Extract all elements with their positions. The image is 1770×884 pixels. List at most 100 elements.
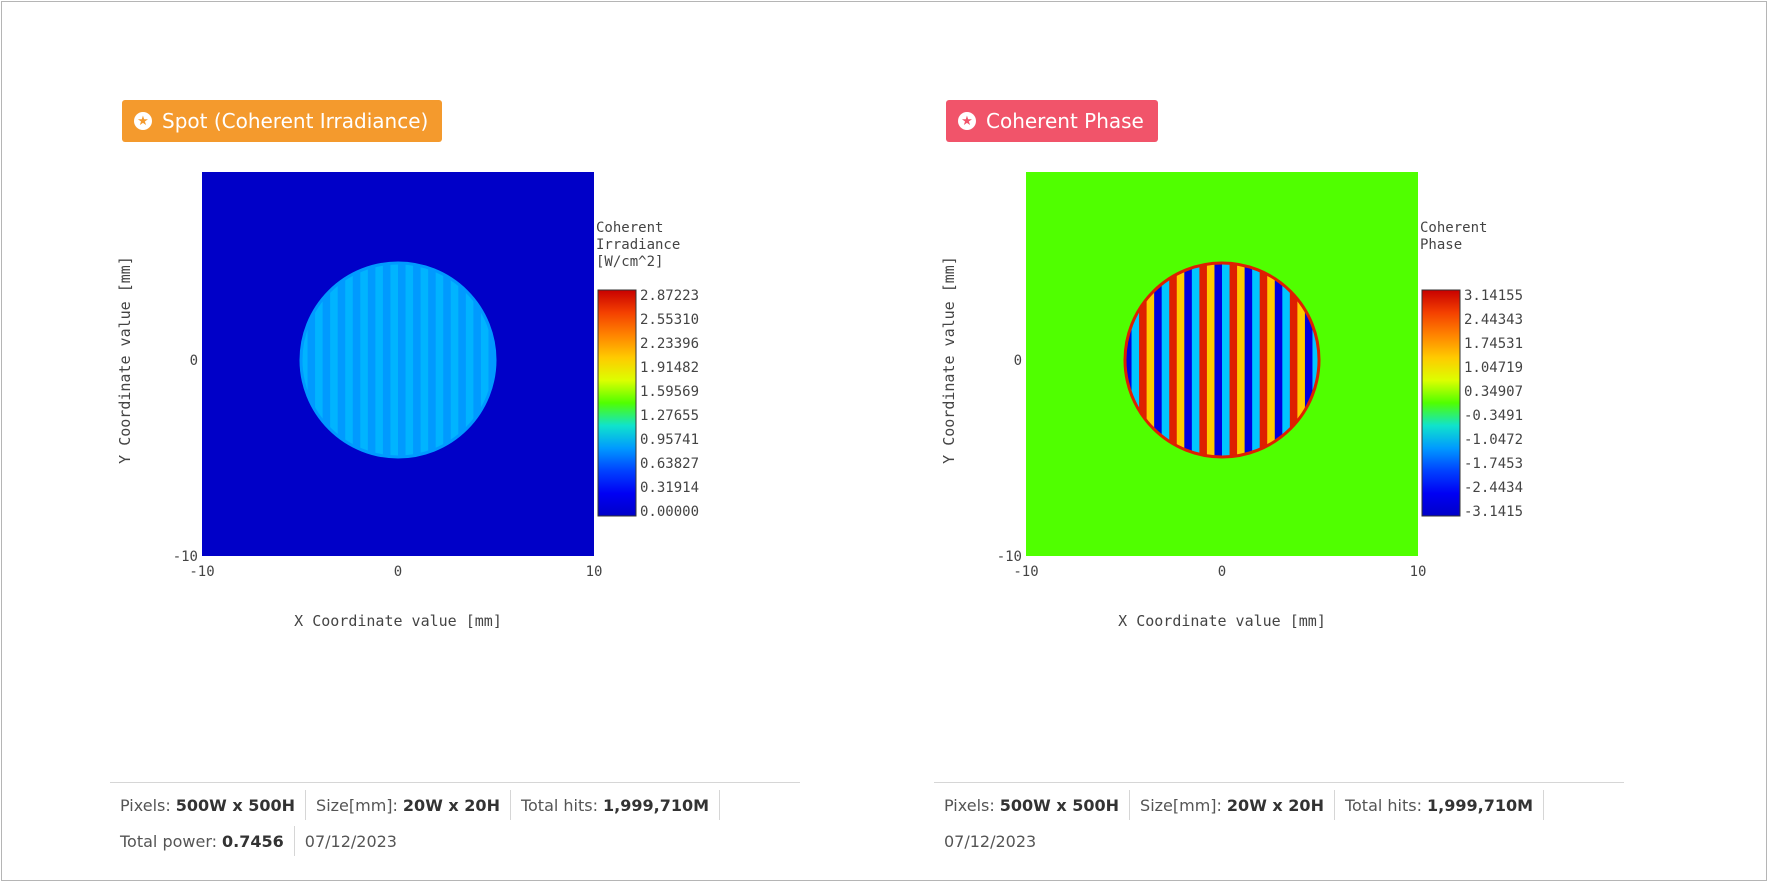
fringe-band [1214, 262, 1223, 458]
colorbar-tick-label: 1.59569 [640, 384, 699, 400]
phase-heatmap-chart[interactable]: 10 0 -10 -10 0 10 Y Coordinate value [mm] X … [934, 172, 1634, 732]
fringe-band [337, 262, 346, 458]
fringe-band [1131, 262, 1140, 458]
x-tick-label: 0 [1218, 564, 1226, 580]
fringe-band [375, 262, 384, 458]
colorbar-tick-label: 1.27655 [640, 408, 699, 424]
fringe-band [382, 262, 391, 458]
irradiance-heatmap-chart[interactable]: 10 0 -10 -10 0 10 Y Coordinate value [mm] X … [110, 172, 810, 732]
date-info: 07/12/2023 [934, 826, 1046, 856]
y-tick-label: 10 [1005, 172, 1022, 173]
fringe-band [488, 262, 496, 458]
size-label: Size[mm]: [1140, 795, 1222, 815]
colorbar-title-line: [W/cm^2] [596, 254, 663, 270]
colorbar-tick-label: 2.55310 [640, 312, 699, 328]
pixels-value: 500W x 500H [175, 795, 296, 815]
colorbar-tick-label: 1.91482 [640, 360, 699, 376]
irradiance-tab-label: Spot (Coherent Irradiance) [162, 109, 429, 133]
fringe-band [1312, 262, 1320, 458]
phase-tab-label: Coherent Phase [986, 109, 1144, 133]
colorbar-tick-label: -2.4434 [1464, 480, 1523, 496]
fringe-band [1199, 262, 1208, 458]
fringe-band [435, 262, 444, 458]
colorbar-tick-label: 0.63827 [640, 456, 699, 472]
colorbar-tick-label: -0.3491 [1464, 408, 1523, 424]
pixels-value: 500W x 500H [999, 795, 1120, 815]
fringe-band [1252, 262, 1261, 458]
size-value: 20W x 20H [402, 795, 500, 815]
fringe-band [345, 262, 354, 458]
fringe-band [1176, 262, 1185, 458]
fringe-band [1169, 262, 1178, 458]
size-info: Size[mm]: 20W x 20H [1130, 790, 1335, 820]
fringe-band [1289, 262, 1298, 458]
colorbar-tick-label: 0.95741 [640, 432, 699, 448]
fringe-band [480, 262, 489, 458]
fringe-group [300, 262, 496, 458]
colorbar-tick-label: -1.0472 [1464, 432, 1523, 448]
fringe-band [315, 262, 324, 458]
hits-label: Total hits: [520, 795, 598, 815]
fringe-band [450, 262, 459, 458]
irradiance-panel: ★ Spot (Coherent Irradiance) 10 0 -10 -10 0… [110, 2, 810, 882]
x-tick-label: 10 [586, 564, 603, 580]
date-value: 07/12/2023 [304, 831, 397, 851]
x-tick-label: -10 [189, 564, 214, 580]
hits-label: Total hits: [1344, 795, 1422, 815]
y-tick-label: 0 [190, 353, 198, 369]
fringe-band [367, 262, 376, 458]
colorbar-tick-label: 2.44343 [1464, 312, 1523, 328]
colorbar [1421, 289, 1461, 517]
colorbar [597, 289, 637, 517]
fringe-band [413, 262, 422, 458]
colorbar-tick-labels: 3.14155 2.44343 1.74531 1.04719 0.34907 -0.34… [1464, 288, 1523, 520]
star-circle-icon: ★ [958, 112, 976, 130]
pixels-label: Pixels: [120, 795, 171, 815]
fringe-band [1139, 262, 1148, 458]
colorbar-title-line: Coherent [1420, 220, 1487, 236]
colorbar-tick-label: -1.7453 [1464, 456, 1523, 472]
y-tick-labels: 10 0 -10 [997, 172, 1022, 565]
fringe-band [1154, 262, 1163, 458]
x-axis-title: X Coordinate value [mm] [1118, 612, 1326, 630]
fringe-band [473, 262, 482, 458]
y-tick-label: -10 [997, 549, 1022, 565]
fringe-band [428, 262, 437, 458]
colorbar-tick-label: 1.74531 [1464, 336, 1523, 352]
pixels-label: Pixels: [944, 795, 995, 815]
colorbar-tick-label: 0.00000 [640, 504, 699, 520]
colorbar-title-line: Phase [1420, 237, 1462, 253]
power-label: Total power: [120, 831, 218, 851]
fringe-band [307, 262, 316, 458]
star-circle-icon: ★ [134, 112, 152, 130]
fringe-group [1124, 262, 1320, 458]
fringe-band [1124, 262, 1133, 458]
x-axis-title: X Coordinate value [mm] [294, 612, 502, 630]
colorbar-tick-label: 2.23396 [640, 336, 699, 352]
phase-tab-button[interactable]: ★ Coherent Phase [946, 100, 1158, 142]
colorbar-tick-label: -3.1415 [1464, 504, 1523, 520]
size-label: Size[mm]: [316, 795, 398, 815]
fringe-band [1161, 262, 1170, 458]
y-tick-label: -10 [173, 549, 198, 565]
hits-value: 1,999,710M [603, 795, 710, 815]
colorbar-tick-label: 0.34907 [1464, 384, 1523, 400]
pixels-info: Pixels: 500W x 500H [110, 790, 307, 820]
x-tick-label: 10 [1410, 564, 1427, 580]
y-axis-title: Y Coordinate value [mm] [116, 256, 134, 464]
power-value: 0.7456 [222, 831, 284, 851]
fringe-band [390, 262, 399, 458]
fringe-band [1244, 262, 1253, 458]
colorbar-tick-label: 0.31914 [640, 480, 699, 496]
fringe-band [1184, 262, 1193, 458]
colorbar-tick-labels: 2.87223 2.55310 2.23396 1.91482 1.59569 1.276… [640, 288, 699, 520]
fringe-band [1146, 262, 1155, 458]
y-tick-labels: 10 0 -10 [173, 172, 198, 565]
fringe-band [1229, 262, 1238, 458]
irradiance-tab-button[interactable]: ★ Spot (Coherent Irradiance) [122, 100, 443, 142]
irradiance-info-bar: Pixels: 500W x 500H Size[mm]: 20W x 20H … [110, 782, 800, 863]
colorbar-title-line: Coherent [596, 220, 663, 236]
